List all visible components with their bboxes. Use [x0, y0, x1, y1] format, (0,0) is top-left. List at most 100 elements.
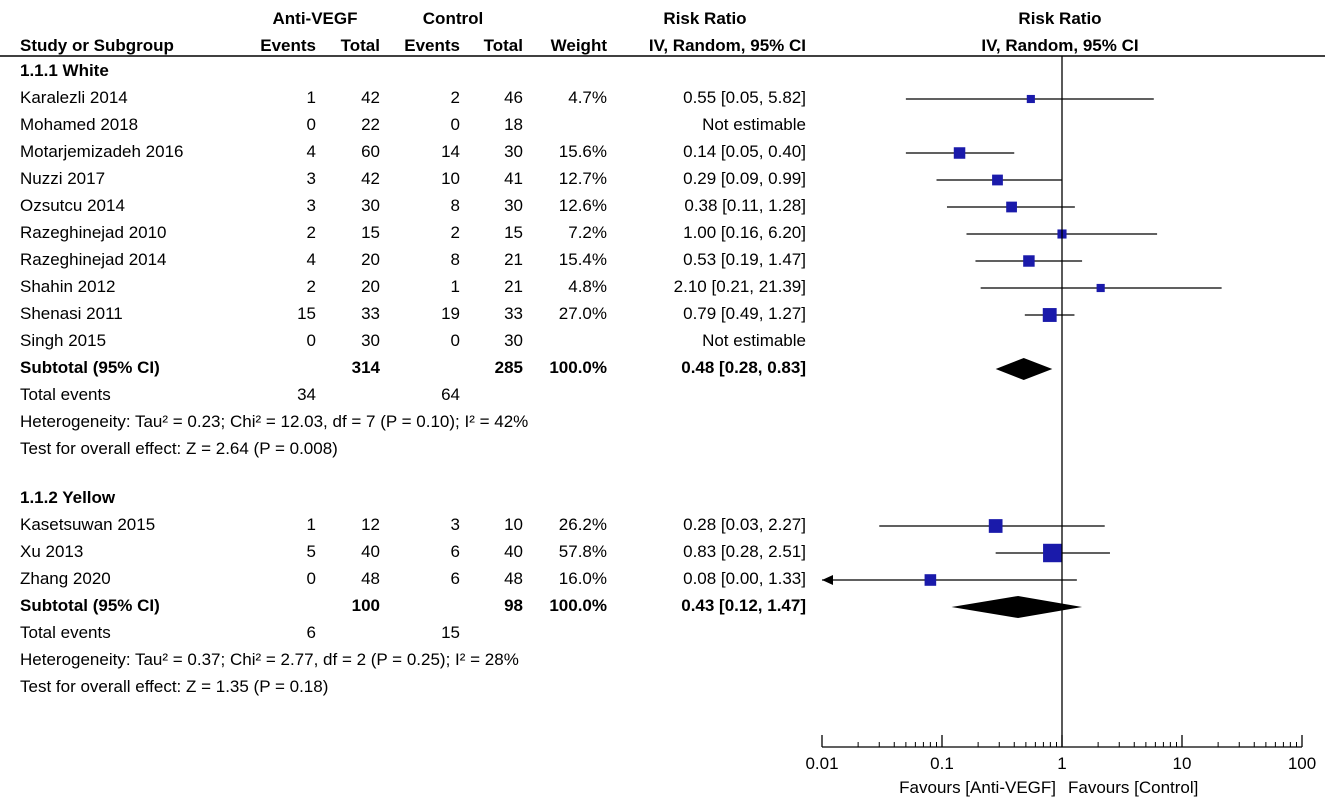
header-events-2: Events [404, 36, 460, 55]
header-effect-right: Risk Ratio [1018, 9, 1102, 28]
header-weight: Weight [550, 36, 607, 55]
study-risk-ratio-ci: 0.38 [0.11, 1.28] [684, 196, 806, 215]
study-total-control: 40 [504, 542, 523, 561]
study-events-control: 2 [450, 223, 460, 242]
study-events-control: 8 [450, 250, 460, 269]
study-weight: 4.7% [568, 88, 607, 107]
subgroup-title: 1.1.1 White [20, 61, 109, 80]
study-total-anti-vegf: 12 [361, 515, 380, 534]
total-events-anti-vegf: 34 [297, 385, 316, 404]
header-method-left: IV, Random, 95% CI [648, 36, 806, 55]
total-events-control: 15 [441, 623, 460, 642]
study-total-control: 33 [504, 304, 523, 323]
x-axis-tick-label: 1 [1057, 754, 1066, 773]
study-marker [992, 174, 1003, 186]
study-marker [924, 574, 937, 586]
study-risk-ratio-ci: 0.79 [0.49, 1.27] [683, 304, 806, 323]
subtotal-diamond [951, 596, 1083, 618]
study-risk-ratio-ci: 0.83 [0.28, 2.51] [683, 542, 806, 561]
study-events-anti-vegf: 0 [306, 115, 316, 134]
study-events-anti-vegf: 2 [306, 277, 316, 296]
subgroup-title: 1.1.2 Yellow [20, 488, 116, 507]
study-events-control: 0 [450, 115, 460, 134]
study-events-control: 10 [441, 169, 460, 188]
study-events-control: 14 [441, 142, 460, 161]
study-risk-ratio-ci: 1.00 [0.16, 6.20] [683, 223, 806, 242]
study-total-control: 46 [504, 88, 523, 107]
study-name: Singh 2015 [20, 331, 107, 350]
study-total-anti-vegf: 22 [361, 115, 380, 134]
study-marker [953, 147, 966, 159]
study-name: Razeghinejad 2010 [20, 223, 167, 242]
study-total-control: 10 [504, 515, 523, 534]
header-group1: Anti-VEGF [272, 9, 358, 28]
study-total-anti-vegf: 33 [361, 304, 380, 323]
study-marker [1096, 283, 1105, 293]
study-events-control: 3 [450, 515, 460, 534]
favours-left-label: Favours [Anti-VEGF] [899, 778, 1056, 797]
heterogeneity-text: Heterogeneity: Tau² = 0.23; Chi² = 12.03… [20, 412, 529, 431]
study-weight: 4.8% [568, 277, 607, 296]
study-total-control: 30 [504, 196, 523, 215]
study-weight: 15.6% [558, 142, 607, 161]
subtotal-label: Subtotal (95% CI) [20, 596, 160, 615]
study-name: Motarjemizadeh 2016 [20, 142, 184, 161]
study-weight: 16.0% [558, 569, 607, 588]
x-axis-tick-label: 0.01 [805, 754, 838, 773]
subtotal-diamond [995, 358, 1053, 380]
study-total-anti-vegf: 20 [361, 250, 380, 269]
header-study-column: Study or Subgroup [20, 36, 174, 55]
study-events-anti-vegf: 5 [306, 542, 316, 561]
study-risk-ratio-ci: Not estimable [702, 115, 806, 134]
study-name: Mohamed 2018 [20, 115, 139, 134]
x-axis-tick-label: 10 [1173, 754, 1192, 773]
study-weight: 26.2% [558, 515, 607, 534]
study-events-control: 1 [450, 277, 460, 296]
study-risk-ratio-ci: 0.28 [0.03, 2.27] [683, 515, 806, 534]
subtotal-total-anti-vegf: 100 [351, 596, 380, 615]
ci-arrow [822, 575, 833, 585]
study-risk-ratio-ci: 0.29 [0.09, 0.99] [683, 169, 806, 188]
study-weight: 12.7% [558, 169, 607, 188]
study-weight: 57.8% [558, 542, 607, 561]
study-total-control: 18 [504, 115, 523, 134]
header-method-right: IV, Random, 95% CI [981, 36, 1139, 55]
header-effect-left: Risk Ratio [663, 9, 747, 28]
study-events-anti-vegf: 1 [306, 88, 316, 107]
study-risk-ratio-ci: Not estimable [702, 331, 806, 350]
study-events-control: 6 [450, 542, 460, 561]
subtotal-weight: 100.0% [549, 358, 607, 377]
study-total-anti-vegf: 30 [361, 196, 380, 215]
study-marker [988, 519, 1003, 533]
subtotal-risk-ratio-ci: 0.43 [0.12, 1.47] [681, 596, 806, 615]
header-group2: Control [422, 9, 484, 28]
header-total-1: Total [340, 36, 380, 55]
study-total-anti-vegf: 42 [361, 88, 380, 107]
study-events-control: 0 [450, 331, 460, 350]
study-name: Zhang 2020 [20, 569, 111, 588]
study-total-control: 15 [504, 223, 523, 242]
study-events-anti-vegf: 0 [306, 331, 316, 350]
x-axis-tick-label: 100 [1288, 754, 1316, 773]
total-events-label: Total events [20, 623, 111, 642]
overall-effect-text: Test for overall effect: Z = 2.64 (P = 0… [20, 439, 338, 458]
study-total-anti-vegf: 20 [361, 277, 380, 296]
study-events-anti-vegf: 1 [306, 515, 316, 534]
study-risk-ratio-ci: 0.14 [0.05, 0.40] [683, 142, 806, 161]
study-risk-ratio-ci: 0.08 [0.00, 1.33] [683, 569, 806, 588]
subtotal-total-anti-vegf: 314 [351, 358, 380, 377]
study-marker [1026, 94, 1035, 104]
header-events-1: Events [260, 36, 316, 55]
study-marker [1023, 255, 1035, 267]
study-total-anti-vegf: 42 [361, 169, 380, 188]
overall-effect-text: Test for overall effect: Z = 1.35 (P = 0… [20, 677, 329, 696]
study-marker [1043, 543, 1062, 563]
study-events-control: 6 [450, 569, 460, 588]
subtotal-total-control: 98 [504, 596, 523, 615]
total-events-label: Total events [20, 385, 111, 404]
study-total-anti-vegf: 15 [361, 223, 380, 242]
study-events-control: 2 [450, 88, 460, 107]
study-name: Nuzzi 2017 [20, 169, 106, 188]
